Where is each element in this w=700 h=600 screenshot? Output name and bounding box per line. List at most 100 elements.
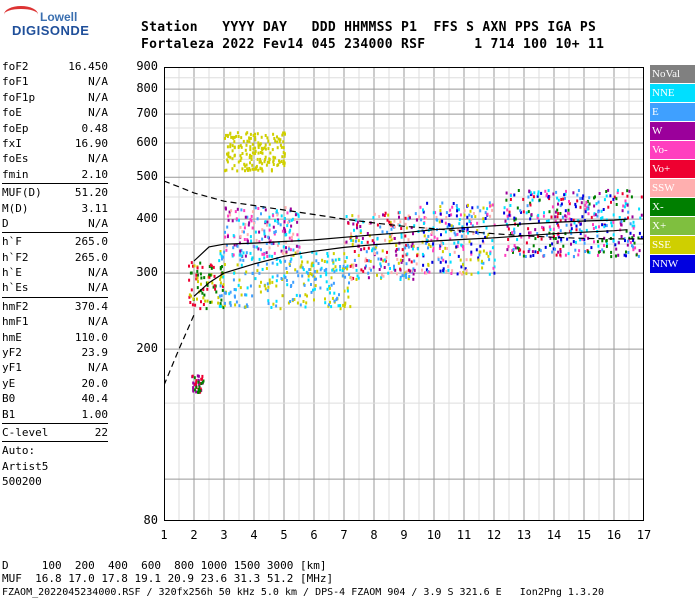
echo-point (193, 376, 196, 380)
param-row: D N/A (2, 216, 108, 231)
echo-point (448, 223, 451, 227)
echo-point (267, 235, 270, 239)
echo-point (283, 217, 286, 220)
echo-point (632, 248, 635, 252)
echo-point (341, 267, 344, 271)
echo-point (409, 216, 411, 220)
echo-point (241, 152, 244, 155)
echo-point (227, 151, 230, 155)
echo-point (284, 230, 287, 234)
echo-point (244, 305, 247, 309)
echo-point (245, 303, 248, 307)
echo-point (251, 151, 254, 155)
echo-point (427, 262, 430, 266)
echo-point (279, 138, 282, 142)
echo-point (333, 291, 336, 295)
echo-point (277, 218, 279, 222)
x-tick-label: 15 (576, 528, 592, 542)
echo-point (537, 213, 540, 217)
echo-point (426, 201, 429, 205)
echo-point (568, 212, 571, 216)
echo-point (555, 253, 558, 257)
echo-point (528, 248, 531, 252)
header-line-1: Station YYYY DAY DDD HHMMSS P1 FFS S AXN… (141, 20, 597, 35)
echo-point (422, 222, 425, 225)
echo-point (519, 252, 521, 256)
echo-point (612, 213, 615, 217)
echo-point (259, 166, 262, 170)
echo-point (527, 227, 530, 231)
echo-point (537, 235, 539, 238)
echo-point (620, 223, 623, 227)
param-row: yE 20.0 (2, 376, 108, 391)
echo-point (475, 248, 478, 252)
echo-point (296, 301, 299, 305)
echo-point (573, 221, 576, 225)
echo-point (583, 238, 586, 242)
echo-point (581, 196, 584, 200)
echo-point (264, 234, 267, 238)
echo-point (341, 274, 344, 278)
echo-point (503, 211, 506, 215)
echo-point (445, 216, 448, 219)
echo-point (290, 257, 293, 261)
echo-point (324, 297, 326, 301)
echo-point (244, 164, 247, 168)
echo-point (224, 169, 226, 173)
echo-point (453, 241, 456, 245)
echo-point (626, 194, 629, 198)
echo-point (425, 268, 428, 272)
param-name: foEs (2, 152, 29, 166)
echo-point (359, 225, 362, 228)
echo-point (548, 231, 551, 235)
echo-point (436, 237, 439, 241)
echo-point (265, 163, 268, 167)
echo-point (233, 164, 236, 168)
echo-point (529, 193, 532, 196)
echo-point (276, 274, 279, 278)
echo-point (532, 195, 535, 199)
echo-point (371, 239, 374, 243)
echo-point (241, 230, 244, 234)
echo-point (254, 166, 257, 170)
echo-point (638, 231, 641, 235)
echo-point (466, 227, 469, 231)
echo-point (188, 278, 191, 282)
echo-point (320, 266, 323, 270)
echo-point (251, 142, 254, 146)
echo-point (330, 283, 333, 287)
echo-point (292, 248, 295, 252)
echo-point (534, 250, 537, 254)
echo-point (624, 199, 627, 203)
echo-point (235, 134, 238, 138)
echo-point (260, 167, 263, 171)
echo-point (380, 275, 383, 279)
x-tick-label: 3 (220, 528, 228, 542)
echo-point (517, 223, 519, 227)
echo-point (272, 158, 275, 162)
echo-point (249, 136, 252, 140)
echo-point (226, 235, 229, 239)
echo-point (343, 305, 346, 308)
echo-point (288, 219, 291, 223)
echo-point (465, 269, 468, 272)
echo-point (627, 216, 629, 220)
echo-point (426, 238, 428, 242)
echo-point (219, 267, 222, 271)
echo-point (237, 283, 240, 287)
echo-point (284, 259, 287, 263)
echo-point (242, 139, 245, 143)
echo-point (439, 212, 442, 216)
echo-point (342, 303, 345, 307)
param-row: fxI 16.90 (2, 136, 108, 151)
legend-item-w: W (650, 122, 695, 140)
echo-point (287, 301, 290, 305)
echo-point (449, 237, 452, 241)
echo-point (338, 293, 340, 297)
echo-point (325, 267, 328, 271)
echo-point (264, 134, 267, 137)
echo-point (607, 188, 610, 192)
echo-point (286, 224, 289, 228)
echo-point (378, 268, 381, 271)
echo-point (272, 163, 275, 166)
